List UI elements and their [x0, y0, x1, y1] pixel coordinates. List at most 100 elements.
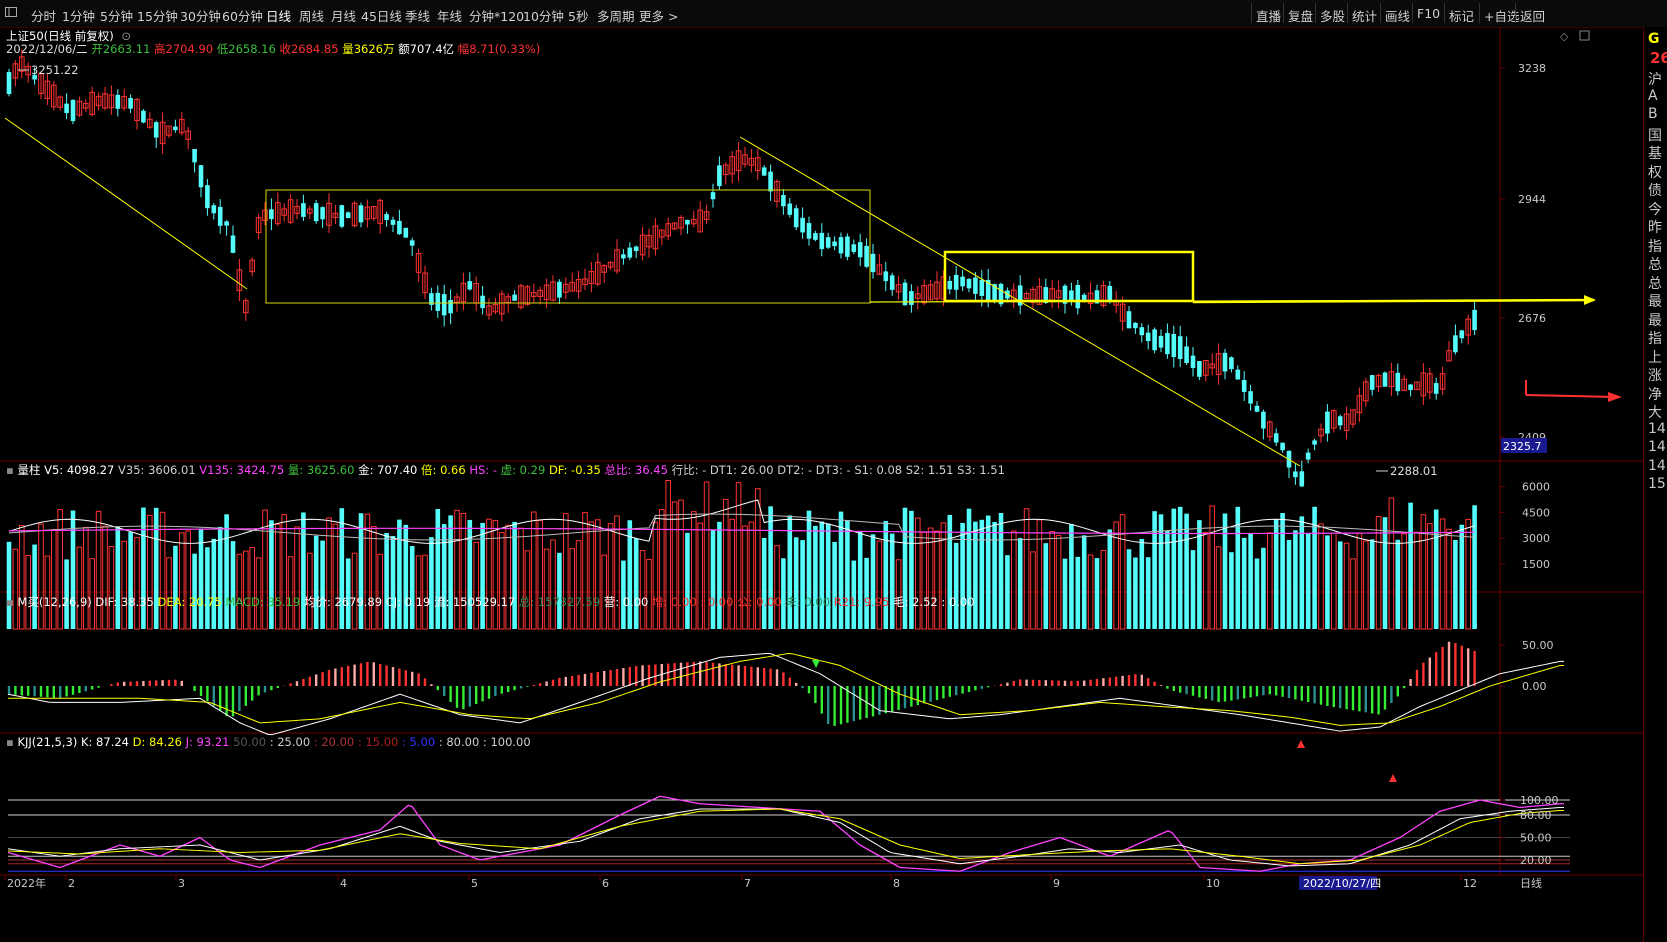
candle-body [70, 99, 76, 122]
candle-body [646, 235, 652, 248]
timeframe-tab-9[interactable]: 45日线 [361, 9, 402, 24]
timeframe-tab-7[interactable]: 周线 [299, 9, 325, 24]
panel-marker-icon[interactable]: ▪ [6, 463, 18, 477]
timeframe-tab-10[interactable]: 季线 [405, 9, 431, 24]
panel-label[interactable]: KJJ(21,5,3) [17, 735, 81, 749]
candle-body [748, 157, 755, 166]
toolbar-separator [1479, 3, 1480, 23]
candle-body [115, 94, 121, 109]
toolbar-button-5[interactable]: F10 [1417, 6, 1441, 21]
panel-label[interactable]: M买(12,26,9) [17, 595, 96, 609]
toolbar-separator [1283, 3, 1284, 23]
toolbar-button-7[interactable]: +自选 [1484, 9, 1520, 24]
candle-body [108, 94, 115, 109]
volume-bar [838, 511, 844, 629]
volume-bar [1005, 555, 1010, 629]
toolbar-button-3[interactable]: 统计 [1352, 9, 1378, 24]
volume-bar [1459, 524, 1465, 629]
timeframe-tab-13[interactable]: 10分钟 [523, 9, 564, 24]
timeframe-tab-14[interactable]: 5秒 [568, 9, 589, 24]
panel-label[interactable]: 量柱 [17, 463, 45, 477]
candle-body [1459, 330, 1465, 339]
volume-bar [659, 508, 665, 630]
chart-title[interactable]: 上证50(日线 前复权) ⊙ [6, 28, 131, 44]
indicator-value-9: 公: 0.00 [737, 595, 786, 609]
indicator-value-16: S3: 1.51 [957, 463, 1005, 477]
candle-body [1312, 440, 1317, 445]
volume-bar [83, 526, 89, 630]
toolbar-button-6[interactable]: 标记 [1449, 9, 1475, 24]
right-info-strip: G 26 沪 A B 国基权债今昨指总总最最指上涨净大 14 14 14 15 [1643, 27, 1667, 942]
volume-bar [806, 510, 812, 629]
indicator-value-1: D: 84.26 [132, 735, 186, 749]
x-axis-label-7: 8 [893, 877, 900, 890]
volume-bar [6, 541, 12, 629]
volume-bar [909, 510, 914, 629]
volume-bar [1382, 517, 1388, 629]
panel-marker-icon[interactable]: ▪ [6, 595, 18, 609]
timeframe-tab-16[interactable]: 更多 > [639, 9, 679, 24]
panel-marker-icon[interactable]: ▪ [6, 735, 18, 749]
volume-bar [1069, 523, 1074, 629]
candle-body [1145, 332, 1151, 342]
timeframe-tab-1[interactable]: 1分钟 [62, 9, 95, 24]
volume-bar [851, 560, 857, 629]
right-strip-item-6: 债 [1648, 183, 1662, 199]
timeframe-tab-0[interactable]: 分时 [31, 9, 57, 24]
volume-bar [1293, 530, 1298, 629]
candle-body [1241, 380, 1247, 392]
timeframe-tab-4[interactable]: 30分钟 [180, 9, 221, 24]
timeframe-tab-3[interactable]: 15分钟 [137, 9, 178, 24]
candle-body [409, 240, 415, 246]
candle-body [1152, 329, 1157, 351]
volume-bar [1133, 557, 1138, 629]
candle-body [95, 95, 102, 107]
macd-info: ▪ M买(12,26,9) DIF: 38.35 DEA: 20.75 MACD… [6, 594, 975, 610]
toolbar-button-2[interactable]: 多股 [1320, 9, 1346, 24]
candle-body [403, 227, 409, 238]
volume-bar [384, 532, 389, 629]
volume-bar [557, 552, 562, 629]
timeframe-tab-5[interactable]: 60分钟 [222, 9, 263, 24]
volume-bar [205, 547, 210, 629]
candle-body [973, 277, 978, 294]
toolbar-button-4[interactable]: 画线 [1385, 9, 1411, 24]
candle-body [627, 247, 633, 258]
volume-bar [492, 520, 499, 630]
volume-bar [1011, 530, 1017, 630]
chevron-down-icon[interactable]: ⊙ [121, 29, 132, 43]
timeframe-tab-2[interactable]: 5分钟 [100, 9, 133, 24]
volume-bar [889, 533, 895, 629]
volume-bar [102, 525, 108, 630]
volume-bar [1215, 546, 1222, 630]
volume-bar [51, 529, 57, 630]
volume-bar [973, 521, 978, 629]
x-axis-selected-bg [1299, 876, 1377, 890]
candle-body [588, 270, 595, 285]
layout-icon[interactable] [4, 5, 18, 22]
timeframe-tab-6[interactable]: 日线 [266, 9, 292, 24]
candle-body [307, 208, 313, 214]
candle-body [159, 121, 166, 145]
candle-body [966, 278, 972, 289]
timeframe-tab-11[interactable]: 年线 [437, 9, 463, 24]
timeframe-tab-12[interactable]: 分钟*120 [469, 9, 525, 24]
candle-body [1133, 322, 1138, 329]
toolbar-button-1[interactable]: 复盘 [1288, 9, 1314, 24]
volume-bar [569, 548, 576, 630]
candle-body [1158, 335, 1164, 348]
volume-bar [230, 541, 236, 629]
timeframe-tab-8[interactable]: 月线 [331, 9, 357, 24]
timeframe-tab-15[interactable]: 多周期 [597, 9, 635, 24]
candle-body [1325, 411, 1330, 434]
volume-bar [326, 517, 332, 630]
indicator-value-10: 未: 0.00 [785, 595, 834, 609]
candle-body [1215, 353, 1222, 375]
candle-body [313, 203, 319, 222]
toolbar-button-8[interactable]: 返回 [1520, 9, 1546, 24]
toolbar-button-0[interactable]: 直播 [1256, 9, 1282, 24]
volume-bar [1427, 523, 1433, 630]
right-strip-item-20: 14 [1648, 439, 1666, 455]
volume-bar [774, 545, 780, 630]
